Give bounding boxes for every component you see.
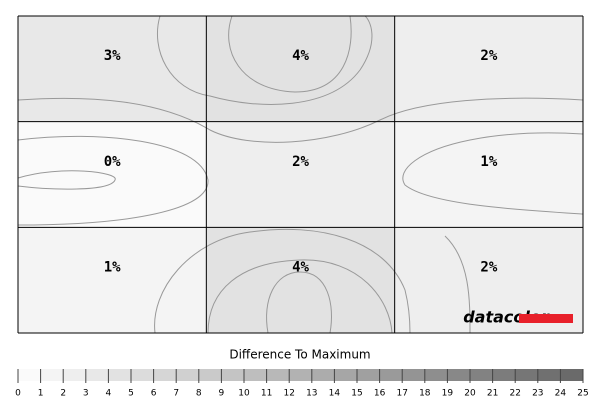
colorbar-swatch <box>266 369 290 381</box>
cell <box>18 227 207 333</box>
colorbar-swatch <box>63 369 86 381</box>
cell-label: 2% <box>480 259 497 275</box>
colorbar-swatch <box>492 369 516 381</box>
contour <box>154 228 411 334</box>
colorbar-swatch <box>18 369 41 381</box>
colorbar-swatch <box>402 369 425 381</box>
colorbar-title: Difference To Maximum <box>229 348 370 362</box>
colorbar: 0 1 2 3 4 5 6 7 8 9 10 11 12 13 14 15 16 17 18 19 20 21 22 23 24… <box>15 369 589 399</box>
tick-label: 21 <box>487 389 498 399</box>
colorbar-swatch <box>334 369 357 381</box>
tick-label: 16 <box>374 389 386 399</box>
tick-label: 10 <box>238 389 250 399</box>
tick-label: 11 <box>261 389 272 399</box>
contour <box>17 135 209 226</box>
tick-label: 9 <box>219 389 225 399</box>
colorbar-swatch <box>447 369 470 381</box>
tick-label: 7 <box>173 389 179 399</box>
cell <box>206 16 395 122</box>
colorbar-swatch <box>176 369 199 381</box>
tick-label: 12 <box>283 389 294 399</box>
colorbar-swatch <box>515 369 538 381</box>
cell-label: 4% <box>292 259 309 275</box>
grid-lines <box>17 15 584 334</box>
tick-label: 19 <box>442 389 454 399</box>
cell <box>206 121 395 228</box>
tick-label: 13 <box>306 389 317 399</box>
cell-label: 0% <box>104 154 121 170</box>
cell <box>18 16 207 122</box>
tick-label: 5 <box>128 389 134 399</box>
tick-label: 25 <box>577 389 588 399</box>
tick-label: 22 <box>509 389 520 399</box>
colorbar-swatch <box>85 369 109 381</box>
tick-label: 8 <box>196 389 202 399</box>
contour <box>156 15 373 105</box>
cells <box>18 16 583 333</box>
tick-label: 2 <box>60 389 66 399</box>
cell-label: 1% <box>104 259 121 275</box>
tick-label: 14 <box>329 389 341 399</box>
colorbar-swatch <box>424 369 448 381</box>
tick-label: 18 <box>419 389 431 399</box>
cell <box>18 121 207 228</box>
colorbar-swatch <box>108 369 131 381</box>
tick-label: 0 <box>15 389 21 399</box>
colorbar-swatch <box>131 369 154 381</box>
cell-label: 4% <box>292 48 309 64</box>
tick-label: 15 <box>351 389 362 399</box>
colorbar-swatch <box>470 369 493 381</box>
logo-bar <box>519 314 573 323</box>
cell-label: 2% <box>292 154 309 170</box>
contour <box>228 15 352 93</box>
cell-label: 2% <box>480 48 497 64</box>
colorbar-swatch <box>244 369 267 381</box>
colorbar-swatch <box>537 369 561 381</box>
contour <box>207 259 393 334</box>
colorbar-swatch <box>560 369 583 381</box>
tick-label: 20 <box>464 389 476 399</box>
colorbar-swatch <box>357 369 380 381</box>
colorbar-swatch <box>153 369 177 381</box>
colorbar-swatch <box>311 369 335 381</box>
tick-label: 23 <box>532 389 543 399</box>
tick-label: 3 <box>83 389 89 399</box>
cell-label: 1% <box>480 154 497 170</box>
contour <box>17 170 116 190</box>
tick-label: 4 <box>106 389 112 399</box>
colorbar-swatch <box>198 369 222 381</box>
colorbar-swatch <box>379 369 403 381</box>
cell <box>206 227 395 333</box>
tick-label: 1 <box>38 389 44 399</box>
cell <box>394 121 583 228</box>
contour <box>444 235 471 334</box>
cell-label: 3% <box>104 48 121 64</box>
tick-label: 17 <box>396 389 407 399</box>
colorbar-swatch <box>40 369 64 381</box>
cell <box>394 16 583 122</box>
contour <box>17 97 584 143</box>
contours <box>17 15 584 334</box>
contour <box>402 132 584 215</box>
contour <box>266 271 332 334</box>
colorbar-swatch <box>221 369 244 381</box>
colorbar-swatch <box>289 369 312 381</box>
tick-label: 6 <box>151 389 157 399</box>
tick-label: 24 <box>555 389 567 399</box>
